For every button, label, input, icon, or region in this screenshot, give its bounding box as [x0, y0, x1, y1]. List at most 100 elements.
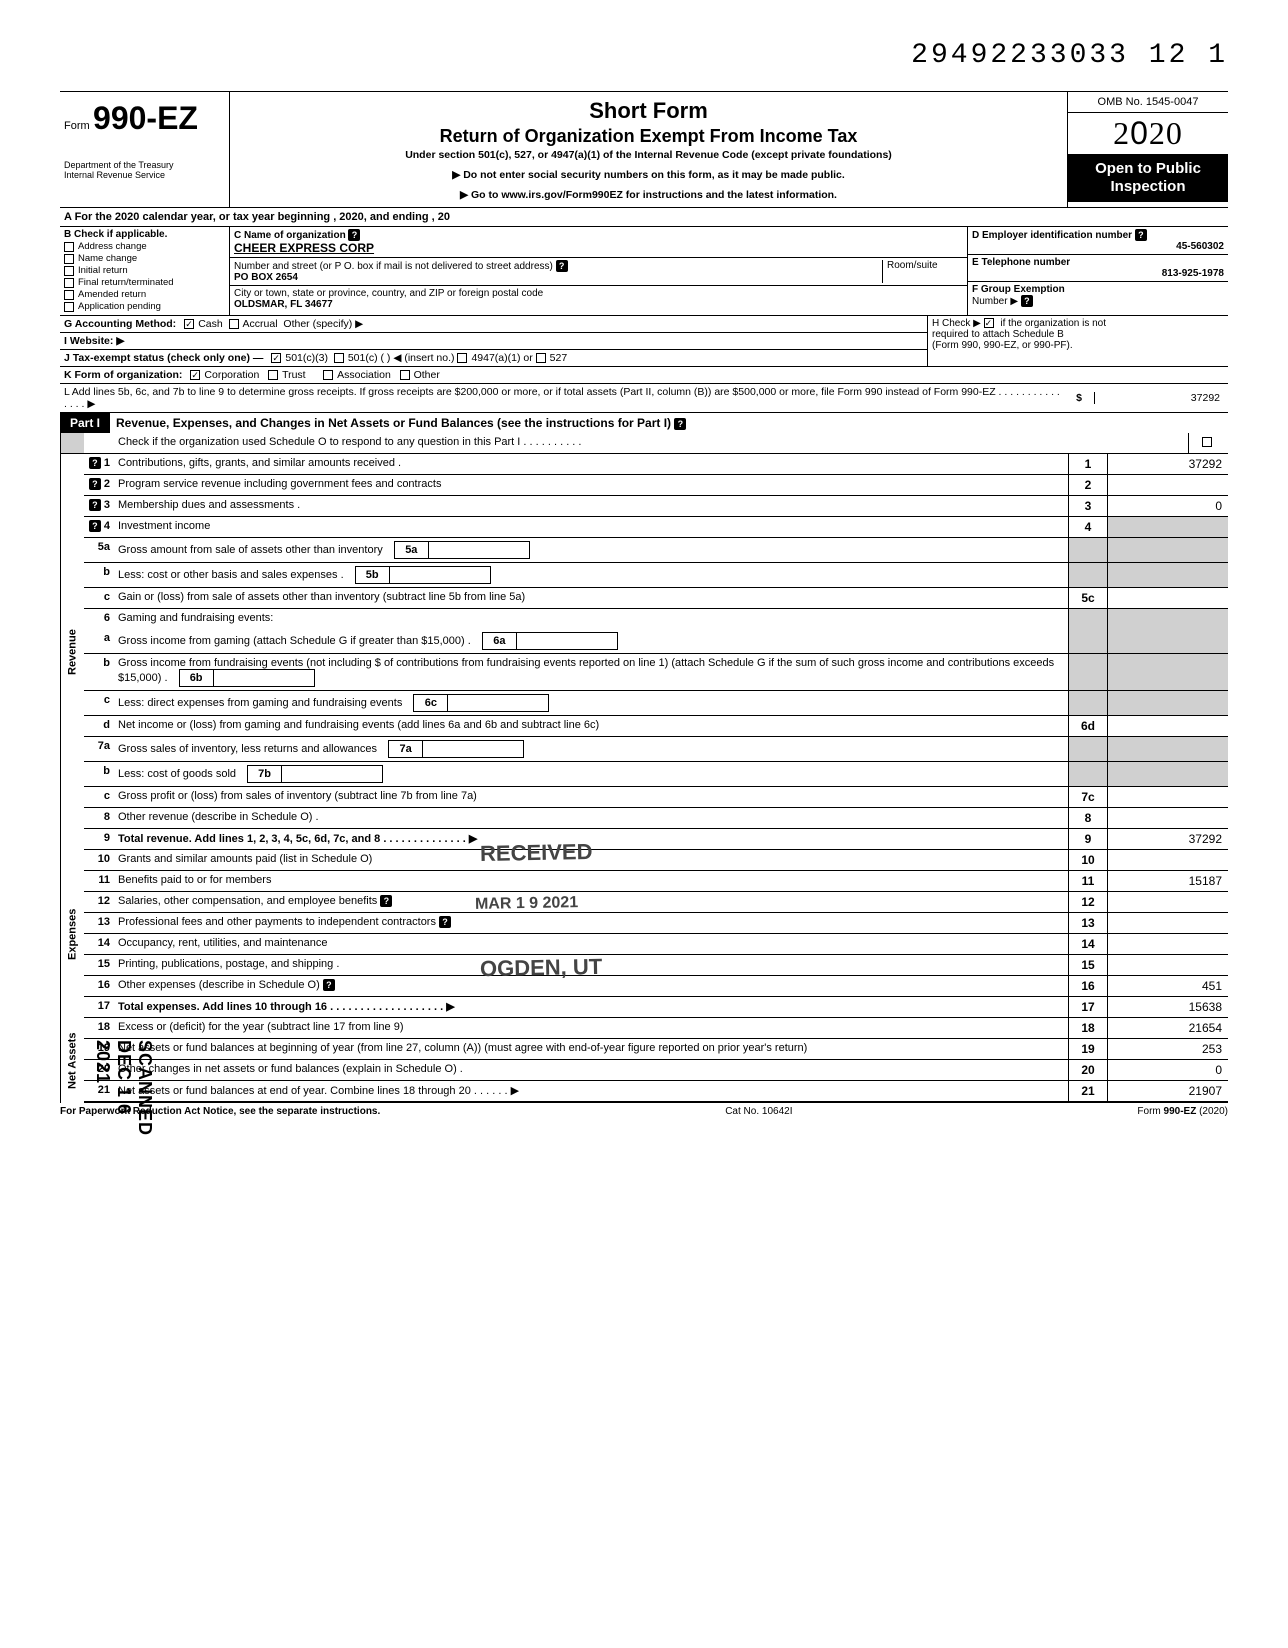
c-city-label: City or town, state or province, country… — [234, 288, 543, 299]
cb-corp[interactable] — [190, 370, 200, 380]
cb-name[interactable]: Name change — [64, 253, 225, 264]
cb-schedule-o[interactable] — [1202, 437, 1212, 447]
lbn: 5c — [1068, 588, 1108, 608]
cb-other-org[interactable] — [400, 370, 410, 380]
line-5b: b Less: cost or other basis and sales ex… — [84, 563, 1228, 588]
cb-501c3[interactable] — [271, 353, 281, 363]
help-icon[interactable]: ? — [380, 895, 392, 907]
cb-501c[interactable] — [334, 353, 344, 363]
ib: 6a — [483, 633, 517, 649]
i-website: I Website: ▶ — [60, 333, 927, 350]
form-label-block: Form 990-EZ Department of the Treasury I… — [60, 92, 230, 207]
cb-cash[interactable] — [184, 319, 194, 329]
line-5c: c Gain or (loss) from sale of assets oth… — [84, 588, 1228, 609]
ldt: Professional fees and other payments to … — [118, 916, 436, 928]
cb-initial[interactable]: Initial return — [64, 265, 225, 276]
line-21: 21 Net assets or fund balances at end of… — [84, 1081, 1228, 1103]
lbn: 19 — [1068, 1039, 1108, 1059]
open-line1: Open to Public — [1070, 160, 1226, 178]
open-inspection: Open to Public Inspection — [1068, 154, 1228, 202]
h-text1: H Check ▶ — [932, 318, 981, 329]
part1-title: Revenue, Expenses, and Changes in Net As… — [110, 413, 1228, 433]
ldt: Gross sales of inventory, less returns a… — [118, 743, 377, 755]
lv: 15638 — [1108, 997, 1228, 1017]
help-icon[interactable]: ? — [89, 520, 101, 532]
line-17: 17 Total expenses. Add lines 10 through … — [84, 997, 1228, 1018]
lbn: 20 — [1068, 1060, 1108, 1080]
ld: Gross income from gaming (attach Schedul… — [116, 629, 1068, 653]
help-icon[interactable]: ? — [89, 457, 101, 469]
lv — [1108, 475, 1228, 495]
k-o1: Corporation — [204, 369, 259, 381]
lv: 21907 — [1108, 1081, 1228, 1101]
d-ein: D Employer identification number ? 45-56… — [968, 227, 1228, 255]
lv: 37292 — [1108, 454, 1228, 474]
c-name-row: C Name of organization ? CHEER EXPRESS C… — [230, 227, 967, 258]
ld: Contributions, gifts, grants, and simila… — [116, 454, 1068, 474]
cb-527[interactable] — [536, 353, 546, 363]
ln: 11 — [84, 871, 116, 891]
help-icon[interactable]: ? — [1021, 295, 1033, 307]
lbn: 1 — [1068, 454, 1108, 474]
cb-amended[interactable]: Amended return — [64, 289, 225, 300]
revenue-sidebar: Revenue — [60, 454, 84, 850]
lbn: 16 — [1068, 976, 1108, 996]
l-text: L Add lines 5b, 6c, and 7b to line 9 to … — [64, 386, 1064, 410]
help-icon[interactable]: ? — [323, 979, 335, 991]
ld: Other revenue (describe in Schedule O) . — [116, 808, 1068, 828]
expenses-sidebar: Expenses — [60, 850, 84, 1018]
k-o3: Association — [337, 369, 391, 381]
line-6: 6 Gaming and fundraising events: — [84, 609, 1228, 629]
help-icon[interactable]: ? — [89, 478, 101, 490]
line-6a: a Gross income from gaming (attach Sched… — [84, 629, 1228, 654]
lbn: 12 — [1068, 892, 1108, 912]
tel-label: E Telephone number — [972, 257, 1070, 268]
lv: 15187 — [1108, 871, 1228, 891]
part1-header: Part I Revenue, Expenses, and Changes in… — [60, 413, 1228, 433]
cash-label: Cash — [198, 318, 223, 330]
help-icon[interactable]: ? — [556, 260, 568, 272]
help-icon[interactable]: ? — [89, 499, 101, 511]
l-row: L Add lines 5b, 6c, and 7b to line 9 to … — [60, 384, 1228, 413]
footer-right: Form 990-EZ (2020) — [1137, 1106, 1228, 1117]
line-4: ? 4 Investment income 4 — [84, 517, 1228, 538]
cb-address[interactable]: Address change — [64, 241, 225, 252]
help-icon[interactable]: ? — [348, 229, 360, 241]
line-7a: 7a Gross sales of inventory, less return… — [84, 737, 1228, 762]
form-page: 29492233033 12 1 Form 990-EZ Department … — [60, 40, 1228, 1117]
h-block: H Check ▶ if the organization is not req… — [928, 316, 1228, 366]
cb-h[interactable] — [984, 318, 994, 328]
part1-title-text: Revenue, Expenses, and Changes in Net As… — [116, 416, 671, 430]
ln: c — [84, 787, 116, 807]
lv: 37292 — [1108, 829, 1228, 849]
revenue-section: Revenue ? 1 Contributions, gifts, grants… — [60, 454, 1228, 850]
received-stamp: RECEIVED — [480, 839, 593, 867]
lbn: 21 — [1068, 1081, 1108, 1101]
help-icon[interactable]: ? — [1135, 229, 1147, 241]
ln: 9 — [84, 829, 116, 849]
line-10: 10 Grants and similar amounts paid (list… — [84, 850, 1228, 871]
ld: Gaming and fundraising events: — [116, 609, 1068, 629]
ln: 3 — [104, 499, 110, 511]
line-11: 11 Benefits paid to or for members 11 15… — [84, 871, 1228, 892]
k-label: K Form of organization: — [64, 369, 182, 381]
form-number: 990-EZ — [93, 100, 198, 136]
lbn: 15 — [1068, 955, 1108, 975]
cb-final[interactable]: Final return/terminated — [64, 277, 225, 288]
cb-accrual[interactable] — [229, 319, 239, 329]
ln: 13 — [84, 913, 116, 933]
help-icon[interactable]: ? — [674, 418, 686, 430]
ln: 15 — [84, 955, 116, 975]
document-id: 29492233033 12 1 — [60, 40, 1228, 71]
cb-4947[interactable] — [457, 353, 467, 363]
lv: 0 — [1108, 1060, 1228, 1080]
cb-trust[interactable] — [268, 370, 278, 380]
col-b: B Check if applicable. Address change Na… — [60, 227, 230, 315]
help-icon[interactable]: ? — [439, 916, 451, 928]
cb-assoc[interactable] — [323, 370, 333, 380]
cb-pending[interactable]: Application pending — [64, 301, 225, 312]
k-form-org: K Form of organization: Corporation Trus… — [60, 367, 1228, 384]
tax-year: 20202020 — [1068, 113, 1228, 154]
j-o1: 501(c)(3) — [285, 352, 328, 364]
j-label: J Tax-exempt status (check only one) — — [64, 352, 263, 364]
